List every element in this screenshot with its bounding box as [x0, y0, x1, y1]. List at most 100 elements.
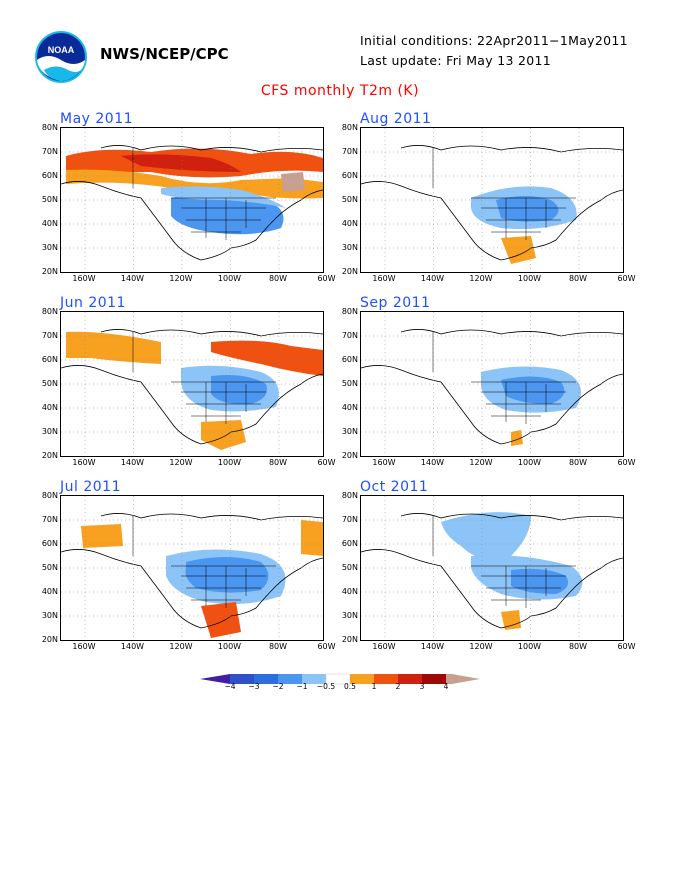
panel-title-jun: Jun 2011	[60, 295, 126, 311]
lat-label: 80N	[41, 123, 58, 132]
anomaly-region	[161, 186, 286, 208]
lat-label: 40N	[341, 403, 358, 412]
lat-label: 80N	[41, 491, 58, 500]
anomaly-region	[201, 602, 241, 638]
lat-label: 80N	[341, 307, 358, 316]
anomaly-region	[281, 172, 305, 192]
lon-label: 80W	[568, 458, 588, 467]
anomaly-region	[185, 557, 269, 593]
coastline	[361, 329, 623, 445]
lat-label: 70N	[341, 331, 358, 340]
lon-label: 120W	[169, 642, 193, 651]
colorbar-label: −0.5	[316, 682, 336, 691]
coastline	[361, 145, 623, 261]
lon-label: 80W	[268, 458, 288, 467]
anomaly-region	[201, 420, 246, 450]
lon-label: 80W	[568, 642, 588, 651]
lat-label: 20N	[41, 451, 58, 460]
map-jul	[60, 495, 324, 641]
colorbar-swatch-6	[350, 674, 374, 684]
lat-label: 30N	[41, 427, 58, 436]
lon-label: 60W	[317, 458, 336, 467]
lon-label: 100W	[517, 458, 542, 467]
lat-label: 30N	[341, 243, 358, 252]
lon-label: 80W	[568, 274, 588, 283]
lat-label: 50N	[41, 195, 58, 204]
lat-label: 60N	[341, 171, 358, 180]
lat-label: 30N	[341, 611, 358, 620]
lat-label: 60N	[41, 539, 58, 548]
lon-label: 120W	[469, 458, 493, 467]
coastline	[361, 513, 623, 629]
coastline	[61, 145, 323, 261]
lon-label: 120W	[469, 274, 493, 283]
org-name: NWS/NCEP/CPC	[100, 45, 229, 63]
colorbar-swatch-4	[302, 674, 326, 684]
lat-label: 50N	[341, 563, 358, 572]
coastline	[61, 329, 323, 445]
lat-label: 70N	[341, 147, 358, 156]
panel-title-jul: Jul 2011	[60, 479, 121, 495]
lat-label: 50N	[41, 379, 58, 388]
lon-label: 100W	[517, 642, 542, 651]
colorbar-label: −2	[272, 682, 284, 691]
lat-label: 60N	[341, 355, 358, 364]
lat-label: 30N	[41, 243, 58, 252]
lat-label: 40N	[41, 587, 58, 596]
lat-label: 20N	[41, 635, 58, 644]
lon-label: 160W	[72, 458, 96, 467]
lon-label: 100W	[217, 458, 242, 467]
lat-label: 80N	[41, 307, 58, 316]
lon-label: 160W	[372, 274, 396, 283]
lon-label: 100W	[517, 274, 542, 283]
lon-label: 60W	[617, 274, 636, 283]
lat-label: 20N	[341, 635, 358, 644]
noaa-logo: NOAA	[35, 31, 87, 83]
lon-label: 120W	[169, 458, 193, 467]
anomaly-region	[501, 610, 521, 630]
map-oct	[360, 495, 624, 641]
lon-label: 140W	[420, 458, 445, 467]
initial-conditions-text: Initial conditions: 22Apr2011−1May2011	[360, 33, 628, 48]
colorbar-label: 0.5	[344, 682, 356, 691]
lat-label: 60N	[41, 171, 58, 180]
colorbar	[200, 673, 480, 685]
panel-title-oct: Oct 2011	[360, 479, 429, 495]
lat-label: 50N	[41, 563, 58, 572]
map-may	[60, 127, 324, 273]
anomaly-region	[441, 512, 531, 560]
anomaly-region	[211, 375, 267, 405]
panel-title-may: May 2011	[60, 111, 134, 127]
lat-label: 60N	[41, 355, 58, 364]
lon-label: 160W	[72, 274, 96, 283]
anomaly-region	[511, 430, 523, 446]
lon-label: 60W	[317, 274, 336, 283]
panel-title-aug: Aug 2011	[360, 111, 432, 127]
colorbar-swatch-10	[446, 674, 452, 684]
lon-label: 80W	[268, 274, 288, 283]
lon-label: 160W	[372, 458, 396, 467]
map-jun	[60, 311, 324, 457]
logo-lettering: NOAA	[48, 45, 75, 55]
anomaly-region	[211, 340, 323, 376]
anomaly-region	[511, 568, 569, 594]
boundaries	[132, 516, 276, 608]
colorbar-swatch-2	[254, 674, 278, 684]
lat-label: 20N	[341, 267, 358, 276]
lat-label: 50N	[341, 379, 358, 388]
colorbar-arrow-low	[200, 674, 230, 684]
anomaly-region	[501, 376, 565, 404]
boundaries	[432, 148, 576, 240]
anomaly-region	[121, 154, 241, 172]
lon-label: 140W	[120, 274, 145, 283]
lat-label: 80N	[341, 123, 358, 132]
lon-label: 160W	[72, 642, 96, 651]
lat-label: 70N	[341, 515, 358, 524]
lat-label: 30N	[341, 427, 358, 436]
lat-label: 20N	[41, 267, 58, 276]
lat-label: 40N	[341, 587, 358, 596]
colorbar-label: −1	[296, 682, 308, 691]
lat-label: 70N	[41, 331, 58, 340]
colorbar-swatch-1	[230, 674, 254, 684]
colorbar-label: 3	[419, 682, 425, 691]
